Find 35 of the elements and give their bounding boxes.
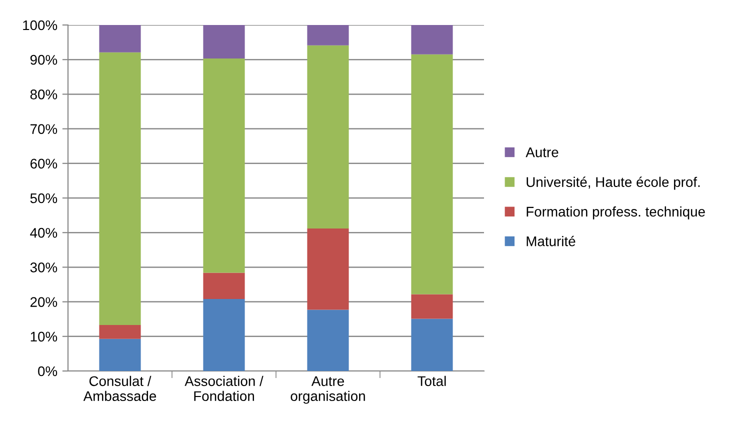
y-tick-label: 40%	[30, 228, 58, 238]
bar	[411, 25, 453, 54]
x-tick-label: Consulat / Ambassade	[83, 376, 156, 402]
legend-label: Autre	[526, 148, 558, 158]
x-tick-label: Total	[418, 376, 446, 386]
y-tick-label: 60%	[30, 158, 58, 169]
bar	[203, 58, 245, 273]
y-tick-label: 0%	[38, 366, 58, 376]
y-tick-label: 80%	[30, 90, 58, 100]
bar	[99, 25, 141, 52]
y-tick-label: 50%	[30, 193, 58, 204]
legend-label: Formation profess. technique	[526, 206, 705, 220]
bar	[99, 338, 141, 371]
bar	[99, 324, 141, 339]
y-tick-label: 30%	[30, 262, 58, 272]
bar	[307, 228, 349, 310]
bar	[307, 310, 349, 371]
bar	[203, 25, 245, 59]
x-tick-label: Association / Fondation	[184, 376, 264, 402]
legend-label: Université, Haute école prof.	[526, 176, 700, 190]
y-tick-label: 90%	[30, 54, 58, 65]
y-tick-label: 20%	[30, 297, 58, 307]
legend-label: Maturité	[526, 236, 576, 246]
x-tick-label: Autre organisation	[290, 376, 365, 404]
bar	[411, 54, 453, 294]
y-tick-label: 10%	[30, 332, 58, 342]
bar	[203, 299, 245, 371]
bar	[411, 318, 453, 371]
bar	[411, 294, 453, 319]
bar	[307, 25, 349, 46]
y-tick-label: 100%	[23, 20, 58, 30]
bar	[203, 272, 245, 300]
bar	[99, 52, 141, 325]
y-tick-label: 70%	[30, 124, 58, 134]
bar	[307, 45, 349, 228]
